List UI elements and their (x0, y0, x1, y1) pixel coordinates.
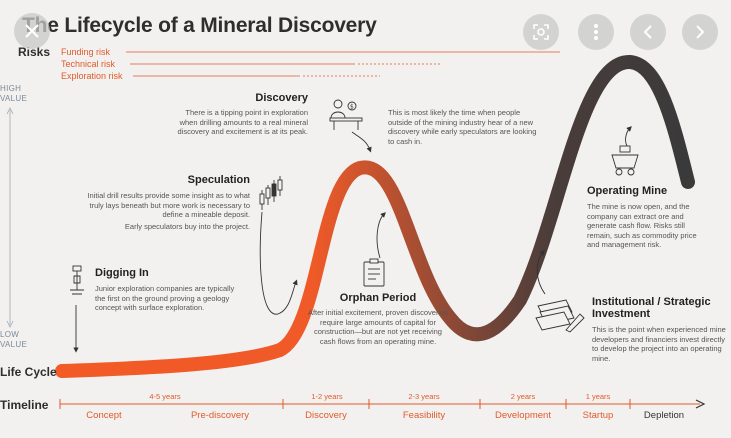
orphan-arrow (376, 212, 386, 259)
operating-mine-body: The mine is now open, and the company ca… (587, 202, 697, 249)
duration-discovery: 1-2 years (311, 392, 343, 401)
candlestick-icon (259, 176, 283, 210)
duration-development: 2 years (510, 392, 536, 401)
mine-arrow (625, 126, 632, 147)
value-axis (6, 107, 14, 328)
close-icon (25, 24, 39, 38)
stage-pre-discovery: Pre-discovery (190, 410, 250, 421)
page-title: The Lifecycle of a Mineral Discovery (22, 14, 377, 37)
chevron-left-icon (643, 25, 652, 39)
more-icon (594, 24, 598, 40)
stage-depletion: Depletion (643, 410, 685, 421)
lens-button[interactable] (523, 14, 559, 50)
life-cycle-label: Life Cycle (0, 365, 57, 379)
high-value-label: HIGH VALUE (0, 84, 28, 103)
duration-concept: 4-5 years (149, 392, 181, 401)
duration-startup: 1 years (585, 392, 611, 401)
desk-icon: $ (329, 99, 363, 130)
lifecycle-curve (55, 54, 695, 378)
mine-cart-icon (611, 145, 639, 176)
clipboard-icon (363, 258, 385, 287)
stage-startup: Startup (582, 410, 614, 421)
institutional-arrow (536, 249, 546, 295)
speculation-body-2: Early speculators buy into the project. (124, 222, 250, 231)
cash-icon (535, 299, 585, 333)
drill-icon (70, 265, 84, 295)
institutional-body: This is the point when experienced mine … (592, 325, 726, 363)
low-value-label: LOW VALUE (0, 330, 28, 349)
cash-in-body: This is most likely the time when people… (388, 108, 537, 146)
more-button[interactable] (578, 14, 614, 50)
risk-lines (126, 51, 560, 77)
digging-in-body: Junior exploration companies are typical… (95, 284, 235, 312)
stage-development: Development (495, 410, 551, 421)
close-button[interactable] (14, 13, 50, 49)
timeline-label: Timeline (0, 398, 49, 412)
discovery-heading: Discovery (255, 92, 308, 104)
lens-icon (533, 24, 549, 40)
orphan-period-heading: Orphan Period (339, 292, 417, 304)
risk-funding: Funding risk (61, 47, 111, 57)
risk-technical: Technical risk (61, 59, 116, 69)
discovery-arrow (351, 131, 372, 153)
stage-concept: Concept (86, 410, 122, 421)
speculation-arrow (259, 211, 298, 315)
institutional-heading: Institutional / Strategic Investment (592, 296, 711, 320)
speculation-body: Initial drill results provide some insig… (87, 191, 250, 219)
operating-mine-heading: Operating Mine (587, 185, 668, 197)
digging-in-heading: Digging In (95, 267, 149, 279)
prev-button[interactable] (630, 14, 666, 50)
duration-feasibility: 2-3 years (408, 392, 440, 401)
speculation-heading: Speculation (187, 174, 250, 186)
svg-text:$: $ (350, 104, 354, 111)
discovery-body: There is a tipping point in exploration … (177, 108, 308, 136)
next-button[interactable] (682, 14, 718, 50)
stage-discovery: Discovery (305, 410, 347, 421)
stage-feasibility: Feasibility (402, 410, 446, 421)
risk-exploration: Exploration risk (61, 71, 123, 81)
risks-label: Risks (18, 45, 51, 59)
orphan-period-body: After initial excitement, proven discove… (307, 308, 449, 346)
timeline-axis (59, 399, 706, 409)
chevron-right-icon (696, 25, 705, 39)
